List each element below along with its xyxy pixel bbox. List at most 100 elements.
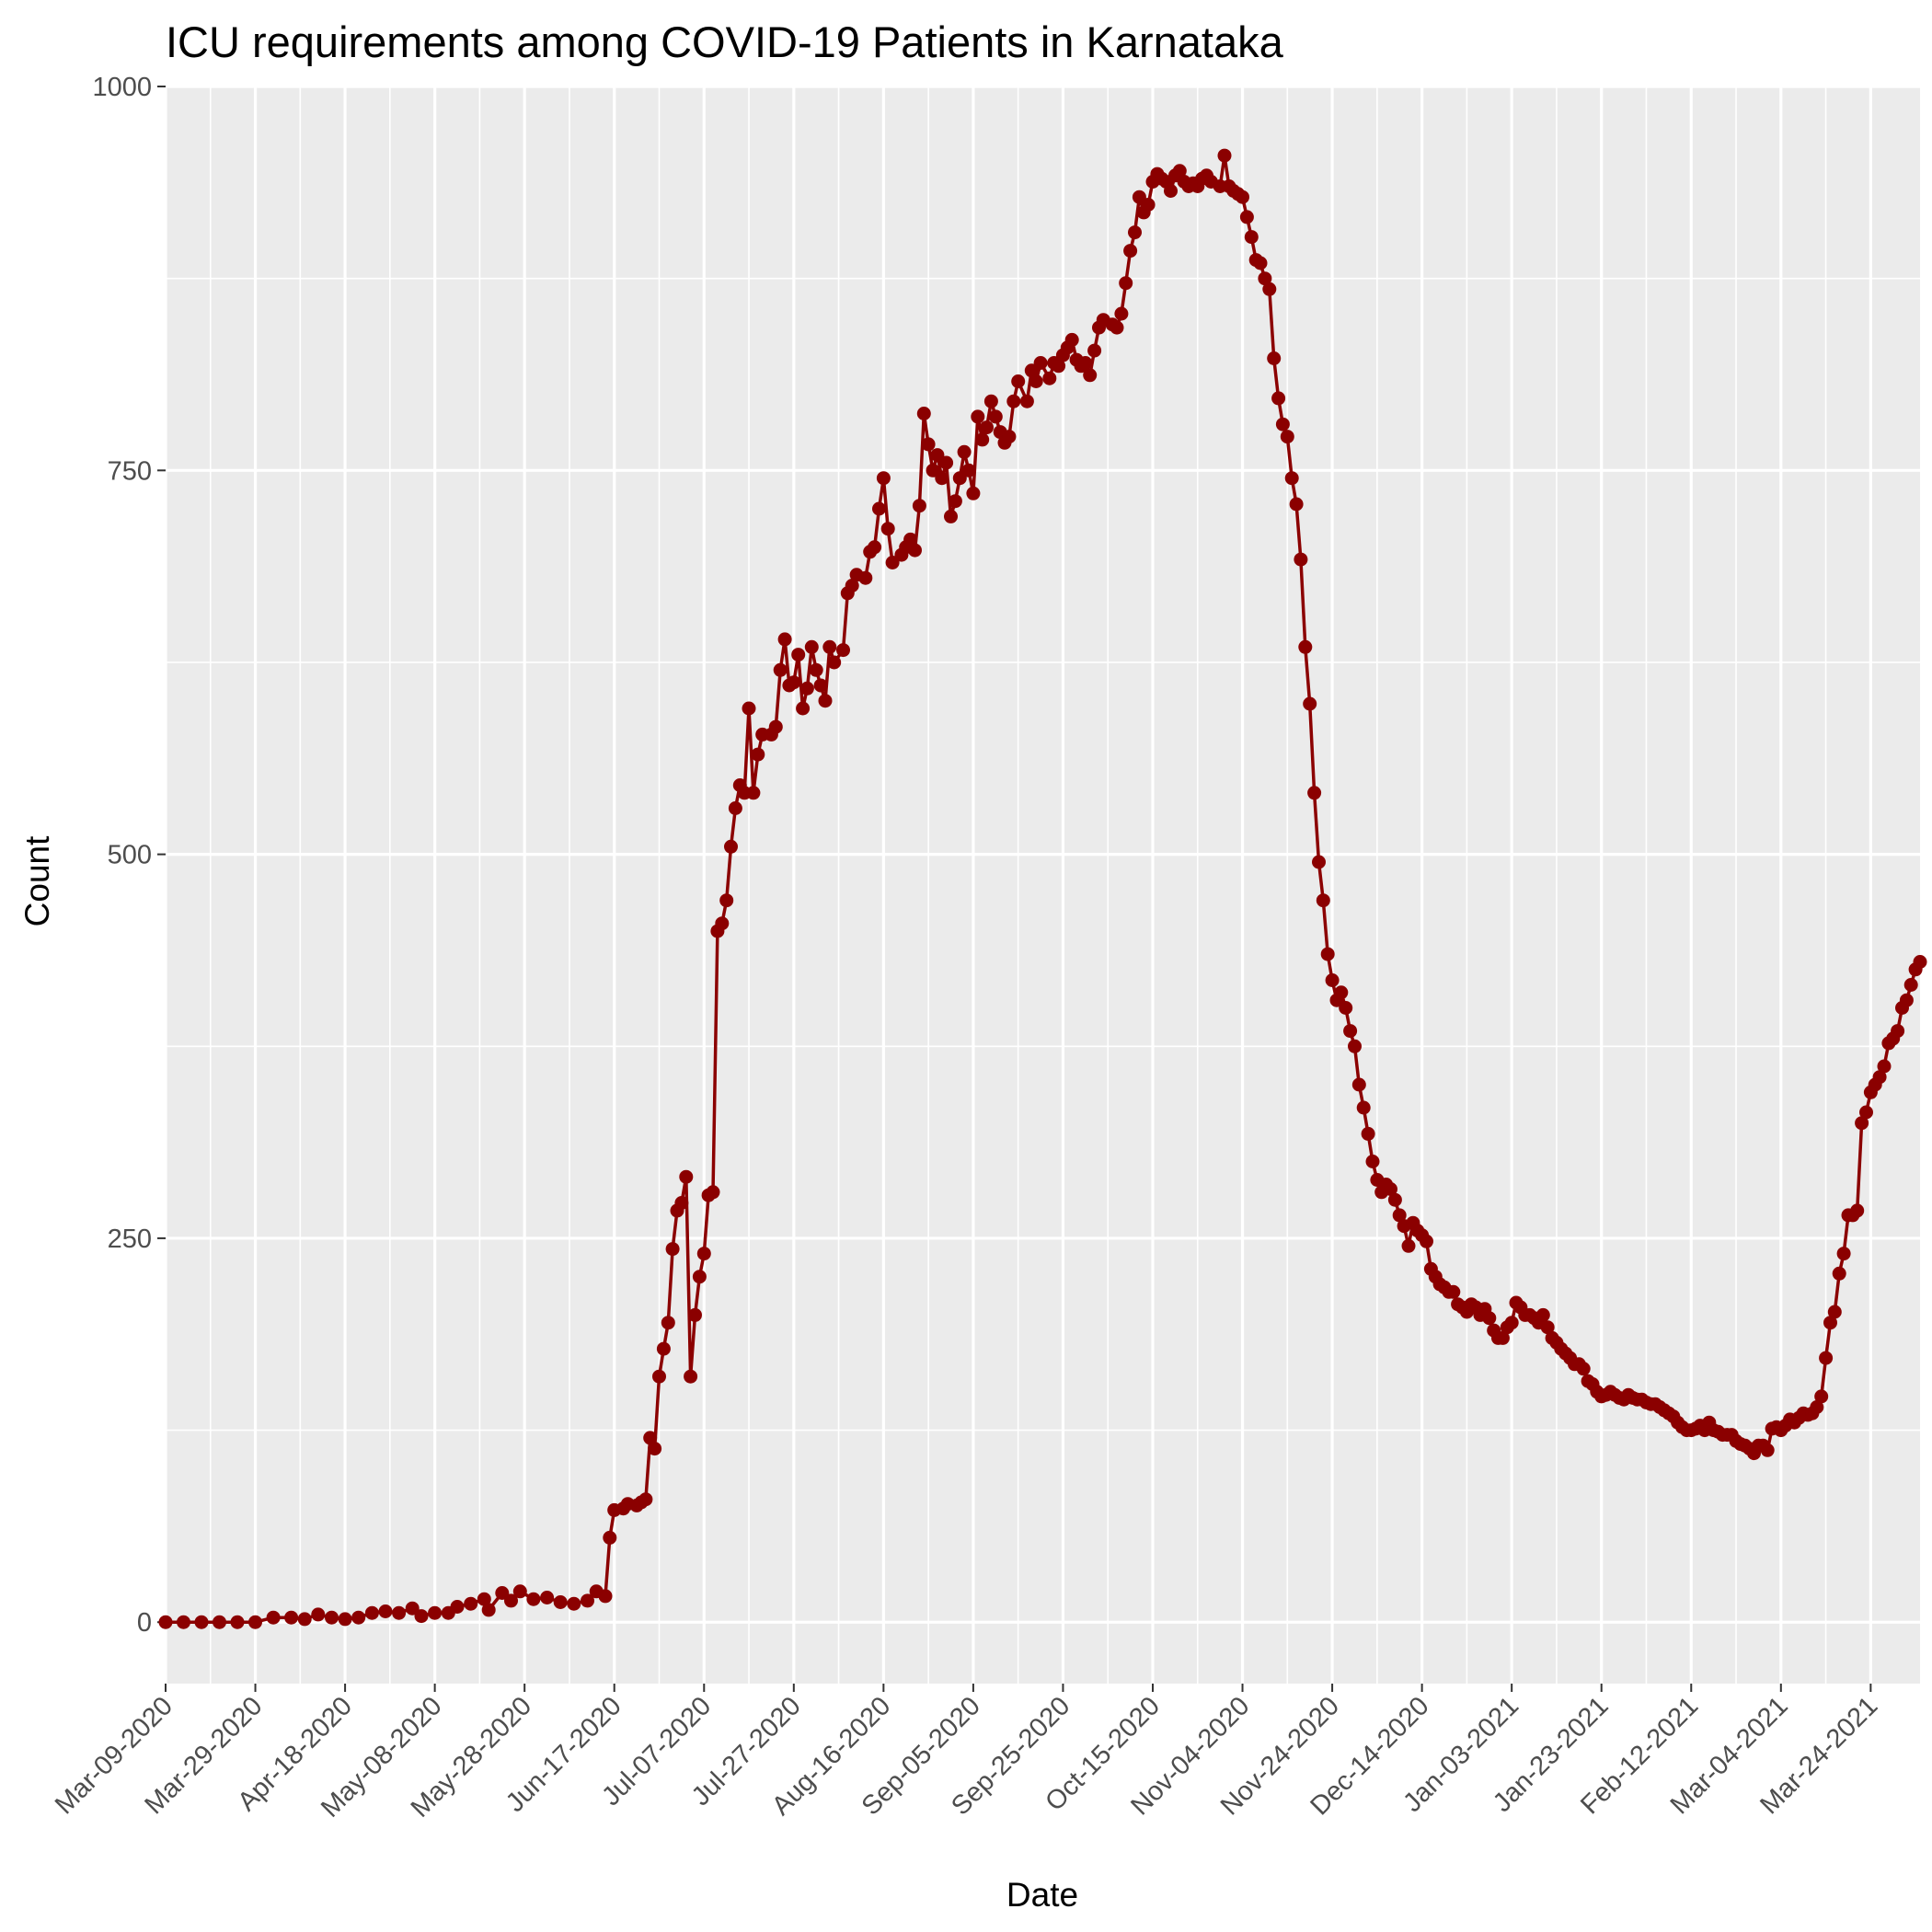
data-point <box>1482 1311 1497 1326</box>
data-point <box>809 662 823 677</box>
data-point <box>1339 1001 1353 1015</box>
data-point <box>1913 955 1927 969</box>
data-point <box>351 1610 366 1625</box>
data-point <box>581 1593 594 1608</box>
plot-panel <box>166 86 1920 1684</box>
data-point <box>1540 1320 1555 1335</box>
data-point <box>868 540 882 555</box>
data-point <box>1356 1100 1371 1115</box>
data-point <box>957 444 972 459</box>
data-point <box>796 701 811 716</box>
data-point <box>916 407 931 420</box>
data-point <box>248 1615 262 1629</box>
data-point <box>719 893 734 908</box>
data-point <box>1351 1077 1366 1092</box>
y-tick-label: 500 <box>108 841 152 870</box>
data-point <box>603 1530 617 1545</box>
data-point <box>1019 394 1034 408</box>
data-point <box>1859 1105 1873 1120</box>
data-point <box>1361 1126 1375 1141</box>
data-point <box>1872 1070 1887 1085</box>
data-point <box>1903 978 1918 992</box>
data-point <box>988 409 1003 424</box>
data-point <box>768 719 783 734</box>
data-point <box>777 632 792 647</box>
data-point <box>297 1612 312 1627</box>
data-point <box>971 409 985 424</box>
data-point <box>751 747 765 762</box>
data-point <box>652 1369 666 1384</box>
data-point <box>1110 320 1124 335</box>
data-point <box>1267 351 1282 365</box>
data-point <box>1078 356 1093 370</box>
data-point <box>1810 1400 1824 1414</box>
data-point <box>661 1316 675 1330</box>
data-point <box>1307 786 1322 800</box>
data-point <box>1891 1024 1905 1039</box>
data-point <box>450 1600 465 1614</box>
data-point <box>944 509 958 523</box>
data-point <box>1024 363 1039 378</box>
data-point <box>1244 230 1259 245</box>
data-point <box>665 1242 680 1257</box>
data-point <box>966 486 981 500</box>
data-point <box>930 448 945 463</box>
data-point <box>1877 1059 1892 1074</box>
data-point <box>266 1610 281 1625</box>
data-point <box>567 1596 581 1611</box>
data-point <box>378 1604 393 1618</box>
data-point <box>827 655 842 670</box>
data-point <box>325 1610 339 1625</box>
data-point <box>1855 1116 1869 1131</box>
data-point <box>1348 1039 1362 1053</box>
data-point <box>428 1605 443 1620</box>
data-point <box>392 1605 407 1620</box>
data-point <box>961 463 976 477</box>
data-point <box>526 1592 541 1606</box>
data-point <box>791 648 806 662</box>
data-point <box>980 420 994 435</box>
data-point <box>876 471 891 486</box>
data-point <box>1760 1443 1775 1457</box>
data-point <box>1141 198 1156 212</box>
data-point <box>1119 276 1133 291</box>
data-point <box>230 1615 245 1629</box>
data-point <box>939 455 954 470</box>
data-point <box>1123 244 1138 259</box>
data-point <box>1236 190 1249 204</box>
data-point <box>1006 394 1021 408</box>
data-point <box>948 494 962 509</box>
data-point <box>638 1492 653 1507</box>
data-point <box>1850 1203 1865 1218</box>
data-point <box>880 522 895 536</box>
data-point <box>728 801 742 815</box>
data-point <box>656 1341 671 1356</box>
data-point <box>540 1591 555 1604</box>
data-point <box>1343 1024 1358 1039</box>
data-point <box>724 839 738 854</box>
data-point <box>1083 368 1098 383</box>
data-point <box>1042 371 1057 385</box>
data-point <box>1164 184 1178 198</box>
data-point <box>813 678 828 693</box>
data-point <box>746 786 761 800</box>
data-point <box>1298 639 1313 654</box>
data-point <box>983 394 998 408</box>
data-point <box>481 1603 496 1617</box>
data-point <box>908 543 922 558</box>
data-point <box>1832 1266 1846 1281</box>
y-tick-label: 1000 <box>92 73 152 102</box>
data-point <box>648 1442 662 1456</box>
data-point <box>674 1196 689 1210</box>
data-point <box>692 1270 707 1284</box>
data-point <box>822 639 837 654</box>
y-axis-title: Count <box>18 835 56 926</box>
data-point <box>598 1589 613 1604</box>
data-point <box>1384 1182 1397 1196</box>
data-point <box>1033 356 1048 370</box>
data-point <box>158 1615 173 1629</box>
data-point <box>952 471 967 486</box>
x-axis-title: Date <box>1006 1876 1078 1914</box>
data-point <box>405 1601 420 1616</box>
data-point <box>885 556 900 569</box>
